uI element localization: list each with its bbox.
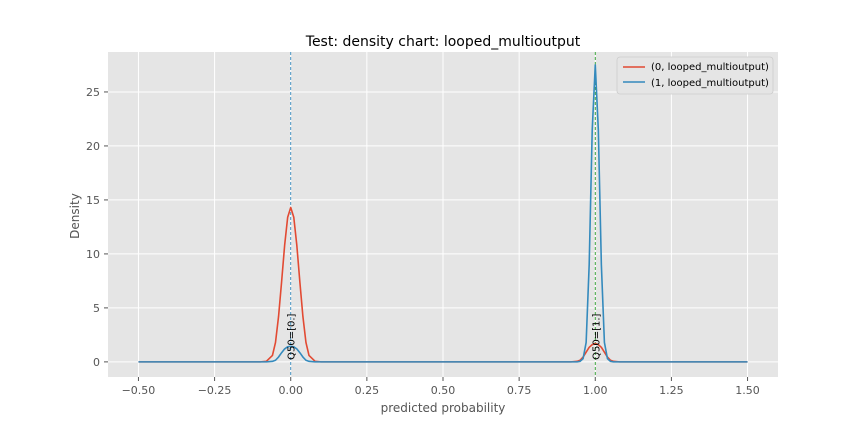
- x-tick-label: −0.50: [122, 384, 156, 397]
- y-tick-label: 25: [86, 86, 100, 99]
- x-tick-label: 1.00: [583, 384, 608, 397]
- chart-title: Test: density chart: looped_multioutput: [305, 34, 581, 50]
- x-tick-label: 0.00: [278, 384, 303, 397]
- x-tick-label: −0.25: [198, 384, 232, 397]
- series-lines: [138, 64, 748, 363]
- x-axis-label: predicted probability: [381, 401, 506, 415]
- legend: (0, looped_multioutput) (1, looped_multi…: [616, 56, 774, 95]
- series-line: [138, 64, 748, 363]
- x-tick-label: 0.75: [507, 384, 532, 397]
- y-tick-label: 0: [93, 356, 100, 369]
- y-tick-label: 10: [86, 248, 100, 261]
- x-tick-label: 0.50: [431, 384, 456, 397]
- quantile-label: Q50=[1.]: [591, 313, 602, 359]
- quantile-lines: [290, 52, 596, 377]
- y-tick-label: 15: [86, 194, 100, 207]
- y-axis-label: Density: [68, 193, 82, 239]
- x-tick-label: 1.50: [735, 384, 760, 397]
- quantile-labels: Q50=[0.] Q50=[1.]: [287, 313, 603, 359]
- y-ticks: 0 5 10 15 20 25: [86, 86, 108, 369]
- quantile-label: Q50=[0.]: [287, 313, 298, 359]
- x-ticks: −0.50 −0.25 0.00 0.25 0.50 0.75 1.00 1.25 1.50: [122, 377, 760, 397]
- x-tick-label: 1.25: [659, 384, 684, 397]
- legend-label-1: (1, looped_multioutput): [651, 78, 769, 89]
- y-tick-label: 20: [86, 140, 100, 153]
- y-tick-label: 5: [93, 302, 100, 315]
- legend-box: [616, 56, 774, 95]
- x-tick-label: 0.25: [355, 384, 380, 397]
- legend-label-0: (0, looped_multioutput): [651, 62, 769, 73]
